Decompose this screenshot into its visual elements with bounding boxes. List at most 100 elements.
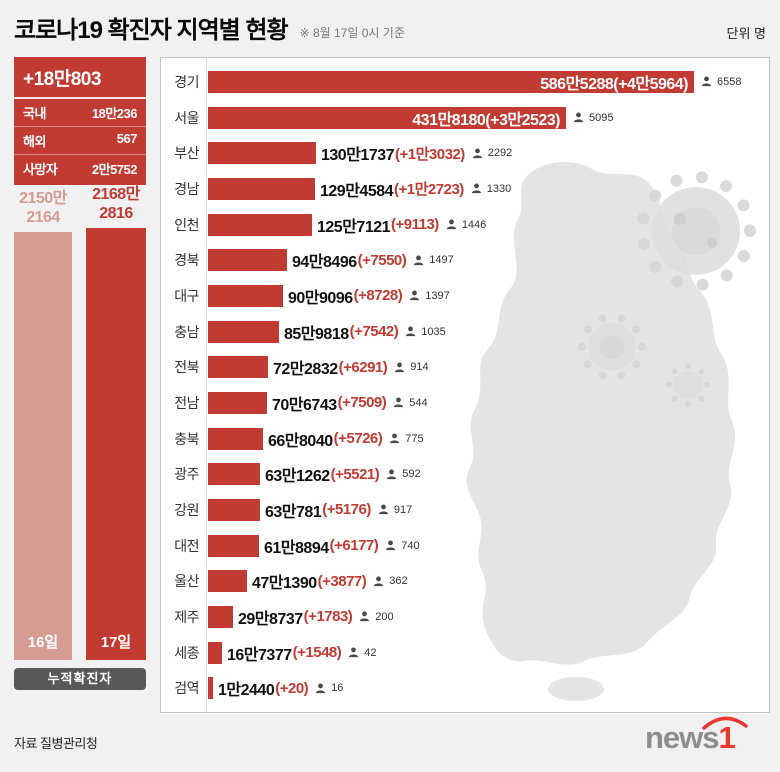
bar-total-text: 94만8496 xyxy=(292,254,357,272)
bar-total-text: 63만1262 xyxy=(265,468,330,486)
region-row: 경남 129만4584 (+1만2723) 1330 xyxy=(161,171,769,207)
person-icon xyxy=(373,576,384,587)
korea-silhouette xyxy=(466,162,736,665)
summary-row-domestic: 국내 18만236 xyxy=(14,99,146,127)
bar-total-text: 61만8894 xyxy=(264,539,329,557)
bar-change-text: (+1만3032) xyxy=(395,145,465,163)
bar-change-text: (+1783) xyxy=(303,608,353,626)
region-bar xyxy=(208,463,260,486)
bar-change-text: (+3877) xyxy=(317,572,367,590)
region-label: 세종 xyxy=(174,644,199,661)
region-bar-area: 431만8180(+3만2523) 5095 xyxy=(206,100,769,136)
cumulative-value-17: 2168만 2816 xyxy=(92,186,140,223)
bar-total-text: 70만6743 xyxy=(272,396,337,414)
region-row: 대전 61만8894 (+6177) 740 xyxy=(161,528,769,564)
region-bar-area: 29만8737 (+1783) 200 xyxy=(206,599,769,635)
region-row: 인천 125만7121 (+9113) 1446 xyxy=(161,207,769,243)
region-bar-area: 586만5288(+4만5964) 6558 xyxy=(206,64,769,100)
news1-logo: news1 xyxy=(645,716,770,760)
bar-change-text: (+9113) xyxy=(391,216,439,234)
region-label: 서울 xyxy=(174,109,199,126)
bar-total-text: 16만7377 xyxy=(227,646,292,664)
region-label: 경남 xyxy=(174,180,199,197)
region-bar xyxy=(208,356,268,379)
region-row: 부산 130만1737 (+1만3032) 2292 xyxy=(161,135,769,171)
person-icon xyxy=(701,76,712,87)
summary-label: 사망자 xyxy=(23,162,58,177)
person-icon xyxy=(405,326,416,337)
person-count: 592 xyxy=(402,468,421,481)
region-bar xyxy=(208,391,267,414)
header: 코로나19 확진자 지역별 현황 ※ 8월 17일 0시 기준 단위 명 xyxy=(14,10,766,45)
bar-change-text: (+1만2723) xyxy=(394,181,464,199)
person-count: 5095 xyxy=(589,111,614,124)
region-label: 대구 xyxy=(174,287,199,304)
bar-total-text: 85만9818 xyxy=(284,325,349,343)
region-chart-panel: 경기 586만5288(+4만5964) 6558 서울 431만8180(+3… xyxy=(160,57,770,713)
cumulative-bar-group-17: 2168만 2816 17일 xyxy=(86,186,146,660)
person-count: 775 xyxy=(405,432,424,445)
region-bar: 431만8180(+3만2523) xyxy=(208,106,566,129)
region-bar xyxy=(208,641,222,664)
region-label: 경기 xyxy=(174,73,199,90)
region-bar xyxy=(208,498,260,521)
person-icon xyxy=(446,219,457,230)
bar-change-text: (+7550) xyxy=(357,251,407,269)
cumulative-day-label: 16일 xyxy=(27,634,59,651)
region-label: 대전 xyxy=(174,537,199,554)
cumulative-value-16: 2150만 2164 xyxy=(19,190,67,227)
person-icon xyxy=(394,362,405,373)
region-label: 인천 xyxy=(174,216,199,233)
person-count: 362 xyxy=(389,575,408,588)
region-bar-area: 90만9096 (+8728) 1397 xyxy=(206,278,769,314)
person-icon xyxy=(393,397,404,408)
region-bar xyxy=(208,427,263,450)
region-bar xyxy=(208,570,247,593)
cumulative-caption: 누적확진자 xyxy=(14,668,146,690)
summary-value: 567 xyxy=(116,131,138,146)
person-count: 1330 xyxy=(486,182,512,195)
region-bar-area: 70만6743 (+7509) 544 xyxy=(206,385,769,421)
region-label: 울산 xyxy=(174,573,199,590)
bar-total-text: 1만2440 xyxy=(218,682,275,700)
bar-change-text: (+7509) xyxy=(337,394,387,412)
person-icon xyxy=(378,504,389,515)
region-bar xyxy=(208,213,312,236)
logo-swoosh-icon xyxy=(702,716,748,730)
person-count: 42 xyxy=(364,646,377,659)
person-icon xyxy=(359,611,370,622)
unit-label: 단위 명 xyxy=(726,26,767,41)
bar-change-text: (+7542) xyxy=(349,323,399,341)
person-icon xyxy=(413,255,424,266)
region-bar xyxy=(208,284,283,307)
bar-change-text: (+1548) xyxy=(292,644,342,662)
page-title: 코로나19 확진자 지역별 현황 xyxy=(14,17,289,44)
person-count: 1035 xyxy=(421,325,446,338)
person-count: 917 xyxy=(393,503,413,516)
summary-label: 국내 xyxy=(23,106,46,121)
region-row: 검역 1만2440 (+20) 16 xyxy=(161,670,769,706)
bar-total-text: 63만781 xyxy=(265,503,322,521)
region-row: 강원 63만781 (+5176) 917 xyxy=(161,492,769,528)
region-bar-area: 1만2440 (+20) 16 xyxy=(206,670,769,706)
bar-change-text: (+8728) xyxy=(353,287,403,305)
region-row: 경기 586만5288(+4만5964) 6558 xyxy=(161,64,769,100)
region-bar xyxy=(208,177,315,200)
person-icon xyxy=(471,183,482,194)
region-label: 부산 xyxy=(174,145,199,162)
person-count: 1497 xyxy=(429,254,454,267)
person-icon xyxy=(409,290,420,301)
region-bar-area: 130만1737 (+1만3032) 2292 xyxy=(206,135,769,171)
logo-accent: 1 xyxy=(718,720,736,755)
region-bar xyxy=(208,249,287,272)
bar-total-text: 129만4584 xyxy=(320,182,394,200)
person-count: 6558 xyxy=(717,75,742,88)
person-icon xyxy=(389,433,400,444)
bar-total-text: 130만1737 xyxy=(321,147,395,165)
person-count: 200 xyxy=(375,610,394,623)
person-icon xyxy=(348,647,359,658)
region-row: 광주 63만1262 (+5521) 592 xyxy=(161,456,769,492)
region-row: 제주 29만8737 (+1783) 200 xyxy=(161,599,769,635)
bar-total-text: 47만1390 xyxy=(252,575,317,593)
